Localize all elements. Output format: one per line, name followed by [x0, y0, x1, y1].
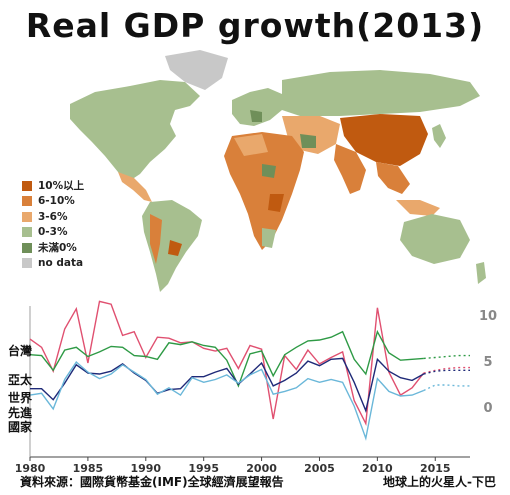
page-title: Real GDP growth(2013) — [25, 6, 485, 45]
x-tick-label: 2000 — [246, 462, 277, 473]
series-line-advanced — [29, 360, 424, 441]
y-tick-label: 5 — [483, 355, 492, 370]
legend-item: 3-6% — [22, 209, 84, 225]
x-tick-label: 1980 — [15, 462, 46, 473]
label-advanced-line1: 先進 — [8, 406, 33, 420]
source-note: 資料來源：國際貨幣基金(IMF)全球經濟展望報告 — [20, 475, 284, 489]
legend-swatch — [22, 180, 32, 191]
legend-item: 未滿0% — [22, 240, 84, 256]
label-asia-pacific: 亞太 — [8, 373, 33, 387]
legend-label: 6-10% — [38, 195, 75, 208]
legend-label: no data — [38, 257, 84, 270]
x-tick-label: 2010 — [362, 462, 393, 473]
legend-item: 10%以上 — [22, 178, 84, 194]
legend-item: 0-3% — [22, 225, 84, 241]
gdp-line-chart: 0 5 10 1980 1985 1990 1995 2000 2005 2010 2015 — [15, 300, 497, 473]
x-tick-label: 2005 — [304, 462, 335, 473]
x-tick-label: 1990 — [130, 462, 161, 473]
x-tick-label: 1985 — [73, 462, 104, 473]
world-map — [70, 50, 486, 292]
legend-label: 0-3% — [38, 226, 68, 239]
series-forecast-world — [423, 369, 470, 375]
label-world: 世界 — [8, 391, 33, 405]
y-tick-label: 0 — [483, 401, 492, 416]
series-line-asia_pacific — [29, 329, 424, 388]
series-forecast-advanced — [423, 384, 470, 392]
map-legend: 10%以上 6-10% 3-6% 0-3% 未滿0% no data — [22, 178, 84, 271]
legend-swatch — [22, 196, 32, 207]
x-tick-label: 2015 — [420, 462, 451, 473]
y-tick-label: 10 — [479, 309, 497, 324]
legend-swatch — [22, 258, 32, 269]
label-taiwan: 台灣 — [8, 344, 33, 358]
legend-item: no data — [22, 256, 84, 272]
legend-swatch — [22, 242, 32, 253]
legend-label: 3-6% — [38, 210, 68, 223]
x-tick-label: 1995 — [188, 462, 219, 473]
label-advanced-line2: 國家 — [8, 420, 33, 434]
series-forecast-asia_pacific — [423, 354, 470, 360]
legend-item: 6-10% — [22, 194, 84, 210]
map-landmasses — [70, 50, 486, 292]
series-line-world — [30, 357, 425, 414]
series-line-taiwan — [29, 300, 425, 427]
legend-label: 未滿0% — [38, 242, 77, 255]
legend-swatch — [22, 211, 32, 222]
legend-label: 10%以上 — [38, 180, 85, 193]
series-forecast-taiwan — [423, 366, 470, 374]
legend-swatch — [22, 227, 32, 238]
author-credit: 地球上的火星人-下巴 — [383, 475, 496, 489]
